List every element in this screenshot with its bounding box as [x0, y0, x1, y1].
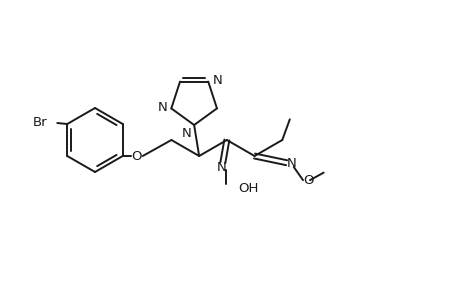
Text: Br: Br: [33, 116, 47, 128]
Text: O: O: [131, 149, 142, 163]
Text: N: N: [286, 157, 296, 170]
Text: N: N: [157, 101, 167, 114]
Text: N: N: [212, 74, 222, 87]
Text: O: O: [302, 174, 313, 187]
Text: OH: OH: [237, 182, 258, 195]
Text: N: N: [217, 161, 226, 174]
Text: N: N: [181, 127, 190, 140]
